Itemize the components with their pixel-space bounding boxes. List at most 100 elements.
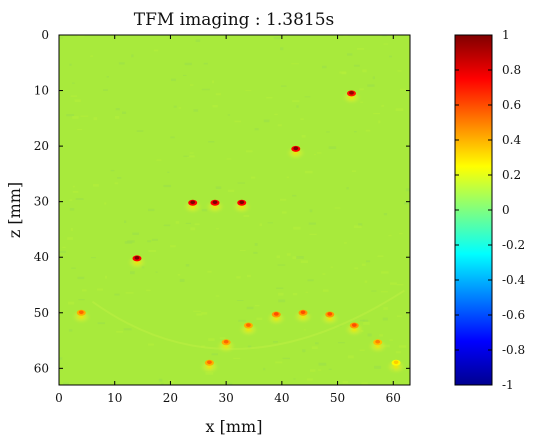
speckle — [342, 380, 349, 384]
colorbar-tick-label: 0.8 — [502, 63, 521, 77]
speckle — [314, 342, 319, 345]
speckle — [190, 84, 194, 86]
speckle — [306, 378, 313, 381]
speckle — [334, 207, 341, 209]
speckle — [97, 322, 106, 325]
speckle — [383, 307, 388, 310]
speckle — [80, 115, 89, 117]
speckle — [311, 346, 318, 350]
speckle — [365, 260, 371, 263]
speckle — [346, 53, 353, 56]
reflector-halo — [230, 198, 253, 215]
speckle — [114, 115, 120, 119]
speckle — [156, 159, 162, 161]
speckle — [185, 264, 190, 267]
speckle — [236, 300, 244, 302]
speckle — [347, 355, 354, 359]
speckle — [276, 287, 284, 289]
speckle — [328, 146, 337, 149]
speckle — [151, 238, 158, 241]
speckle — [365, 129, 371, 132]
speckle — [122, 111, 127, 114]
speckle — [302, 349, 306, 353]
speckle — [259, 223, 263, 227]
speckle — [70, 95, 78, 97]
speckle — [129, 271, 135, 275]
speckle — [69, 208, 75, 211]
speckle — [280, 47, 284, 51]
colorbar-tick-label: -1 — [502, 378, 514, 392]
speckle — [190, 227, 196, 231]
speckle — [236, 276, 241, 279]
speckle — [296, 105, 299, 108]
reflector-core — [293, 146, 299, 151]
speckle — [117, 176, 122, 179]
speckle — [160, 383, 164, 385]
speckle — [274, 113, 278, 116]
speckle — [405, 188, 410, 192]
speckle — [309, 233, 317, 236]
speckle — [178, 107, 182, 109]
reflector-layer — [70, 89, 408, 375]
reflector-point — [292, 308, 315, 325]
colorbar-tick-label: 0.2 — [502, 168, 521, 182]
speckle — [326, 131, 330, 133]
reflector-core — [190, 200, 196, 205]
speckle — [71, 267, 76, 269]
speckle — [322, 289, 329, 292]
speckle — [66, 114, 75, 117]
speckle — [125, 292, 134, 294]
speckle — [215, 186, 222, 189]
colorbar-tick-label: -0.4 — [502, 273, 526, 287]
speckle — [263, 119, 270, 123]
colorbar-tick-label: 1 — [502, 28, 510, 42]
speckle — [256, 317, 263, 321]
speckle — [96, 288, 103, 291]
speckle — [201, 208, 208, 212]
arc-artifact — [91, 289, 405, 351]
reflector-point — [215, 338, 238, 355]
speckle — [396, 284, 404, 286]
y-tick-label: 50 — [34, 306, 49, 320]
speckle — [367, 333, 372, 337]
speckle — [153, 49, 159, 52]
speckle — [193, 310, 202, 312]
speckle — [62, 246, 66, 249]
speckle — [372, 76, 375, 80]
speckle — [243, 214, 250, 218]
speckle — [309, 209, 313, 213]
x-tick-label: 40 — [274, 391, 289, 405]
x-tick-label: 30 — [219, 391, 234, 405]
speckle — [322, 273, 326, 275]
speckle — [300, 260, 309, 264]
speckle — [383, 213, 388, 216]
speckle — [404, 201, 410, 205]
reflector-core — [239, 200, 245, 205]
speckle — [104, 202, 107, 205]
speckle — [67, 237, 73, 240]
speckle — [148, 249, 156, 253]
reflector-point — [385, 358, 408, 375]
x-tick-label: 0 — [55, 391, 63, 405]
reflector-core — [223, 339, 229, 344]
speckle — [292, 256, 300, 260]
speckle — [189, 152, 194, 154]
reflector-point — [230, 198, 253, 215]
y-tick-label: 30 — [34, 195, 49, 209]
reflector-halo — [292, 308, 315, 325]
speckle — [305, 291, 309, 293]
speckle — [318, 362, 327, 366]
reflector-halo — [318, 310, 341, 327]
speckle — [167, 171, 170, 174]
speckle — [304, 96, 311, 98]
speckle — [304, 170, 313, 174]
speckle — [353, 225, 362, 229]
speckle — [354, 267, 359, 270]
reflector-point — [318, 310, 341, 327]
speckle — [71, 82, 75, 84]
colorbar-tick-label: 0.6 — [502, 98, 521, 112]
speckle — [77, 276, 85, 280]
speckle — [74, 99, 81, 102]
speckle — [279, 198, 287, 201]
